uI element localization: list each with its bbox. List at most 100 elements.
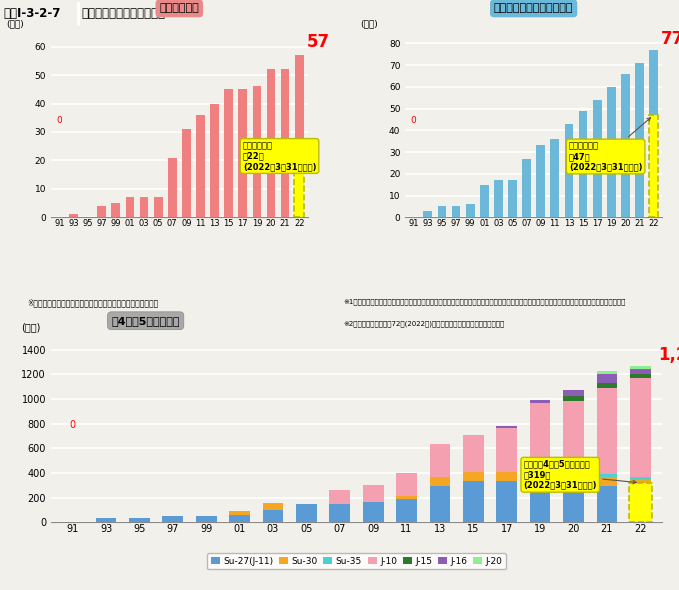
Bar (480, 185, 489, 217)
Bar (508, 181, 517, 217)
Bar (494, 181, 502, 217)
Bar (496, 481, 517, 522)
Bar (607, 87, 616, 217)
Bar (295, 155, 304, 217)
Bar (463, 481, 483, 522)
Bar (496, 428, 517, 472)
Bar (430, 444, 450, 477)
Bar (597, 477, 617, 486)
Bar (536, 146, 545, 217)
Bar (329, 490, 350, 504)
Text: 77: 77 (661, 30, 679, 48)
Bar (182, 129, 191, 217)
Bar (597, 388, 617, 474)
Text: 0: 0 (411, 116, 417, 125)
Bar (635, 63, 644, 217)
Bar (230, 511, 250, 514)
Bar (496, 472, 517, 481)
Bar (224, 89, 233, 217)
Bar (563, 390, 584, 396)
Bar (267, 70, 276, 217)
Bar (597, 486, 617, 522)
Bar (437, 206, 446, 217)
Text: 日本の護衛艦
：47隻
(2022年3月31日時点): 日本の護衛艦 ：47隻 (2022年3月31日時点) (569, 117, 650, 172)
Bar (563, 396, 584, 401)
Text: 近代的潜水艦: 近代的潜水艦 (160, 4, 199, 14)
Bar (463, 472, 483, 481)
Bar (593, 100, 602, 217)
Bar (363, 484, 384, 502)
Legend: Su-27(J-11), Su-30, Su-35, J-10, J-15, J-16, J-20: Su-27(J-11), Su-30, Su-35, J-10, J-15, J… (207, 553, 506, 569)
Text: 0: 0 (56, 116, 62, 125)
Bar (630, 378, 650, 477)
Bar (630, 480, 650, 489)
Bar (238, 89, 247, 217)
Bar (466, 204, 475, 217)
Bar (630, 366, 650, 369)
Bar (452, 206, 460, 217)
Text: 日本の潜水艦
：22隻
(2022年3月31日時点): 日本の潜水艦 ：22隻 (2022年3月31日時点) (243, 141, 316, 171)
Text: 日本の第4・第5世代戦闘機
：319機
(2022年3月31日時点): 日本の第4・第5世代戦闘機 ：319機 (2022年3月31日時点) (524, 460, 636, 490)
Bar (296, 504, 316, 522)
Bar (530, 403, 551, 470)
Bar (522, 159, 531, 217)
Bar (551, 139, 559, 217)
Bar (196, 516, 217, 522)
Bar (530, 470, 551, 473)
Bar (430, 477, 450, 486)
Bar (579, 111, 587, 217)
Text: 57: 57 (306, 33, 329, 51)
Bar (196, 115, 205, 217)
Bar (597, 383, 617, 388)
Bar (424, 211, 433, 217)
Bar (280, 70, 289, 217)
Bar (621, 74, 629, 217)
Bar (111, 203, 120, 217)
Bar (597, 374, 617, 383)
Bar (162, 516, 183, 522)
Bar (630, 489, 650, 522)
Bar (140, 197, 149, 217)
Bar (96, 519, 116, 522)
Text: 図表Ⅰ-3-2-7: 図表Ⅰ-3-2-7 (3, 6, 60, 20)
Bar (496, 426, 517, 428)
Bar (463, 435, 483, 472)
Text: 近代的駆逐艦・フリゲート: 近代的駆逐艦・フリゲート (494, 4, 573, 14)
Bar (126, 197, 134, 217)
Bar (649, 115, 658, 217)
Bar (564, 124, 573, 217)
Y-axis label: (隻数): (隻数) (361, 19, 378, 29)
Bar (295, 55, 304, 217)
Text: ※　ジン・シャン・ソン・ユアン・キロの各級潜水艦の総隻数: ※ ジン・シャン・ソン・ユアン・キロの各級潜水艦の総隻数 (27, 298, 158, 307)
Bar (530, 473, 551, 481)
Bar (363, 502, 384, 522)
Bar (329, 504, 350, 522)
Bar (230, 514, 250, 522)
Bar (630, 477, 650, 480)
Bar (630, 369, 650, 373)
Text: ※1　レンハイ・ルフ・ルーハイ・ソプレメンヌイ・ルーヤン・ルージョウの各級駆逐艦及びジャンウェイ・ジャンカイの各級フリゲートの総隻数: ※1 レンハイ・ルフ・ルーハイ・ソプレメンヌイ・ルーヤン・ルージョウの各級駆逐艦… (343, 298, 625, 304)
Bar (168, 158, 177, 217)
Bar (253, 87, 261, 217)
Bar (263, 503, 283, 510)
Bar (530, 400, 551, 403)
Bar (129, 519, 150, 522)
Bar (563, 481, 584, 522)
Y-axis label: (隻数): (隻数) (6, 19, 24, 29)
Bar (563, 401, 584, 470)
Text: 0: 0 (69, 419, 75, 430)
Text: ※2　このほか、中国は72隻(2022年)のジャンダオ級小型フリゲートを保有: ※2 このほか、中国は72隻(2022年)のジャンダオ級小型フリゲートを保有 (343, 320, 504, 327)
Bar (649, 50, 658, 217)
Bar (597, 474, 617, 477)
Bar (153, 197, 162, 217)
Bar (629, 483, 652, 522)
Bar (397, 473, 417, 496)
Bar (597, 371, 617, 374)
Bar (210, 103, 219, 217)
Bar (397, 496, 417, 499)
Text: 1,270: 1,270 (659, 346, 679, 364)
Bar (69, 214, 78, 217)
Text: 第4・第5世代戦闘機: 第4・第5世代戦闘機 (111, 316, 180, 326)
Bar (630, 373, 650, 378)
Bar (530, 481, 551, 522)
